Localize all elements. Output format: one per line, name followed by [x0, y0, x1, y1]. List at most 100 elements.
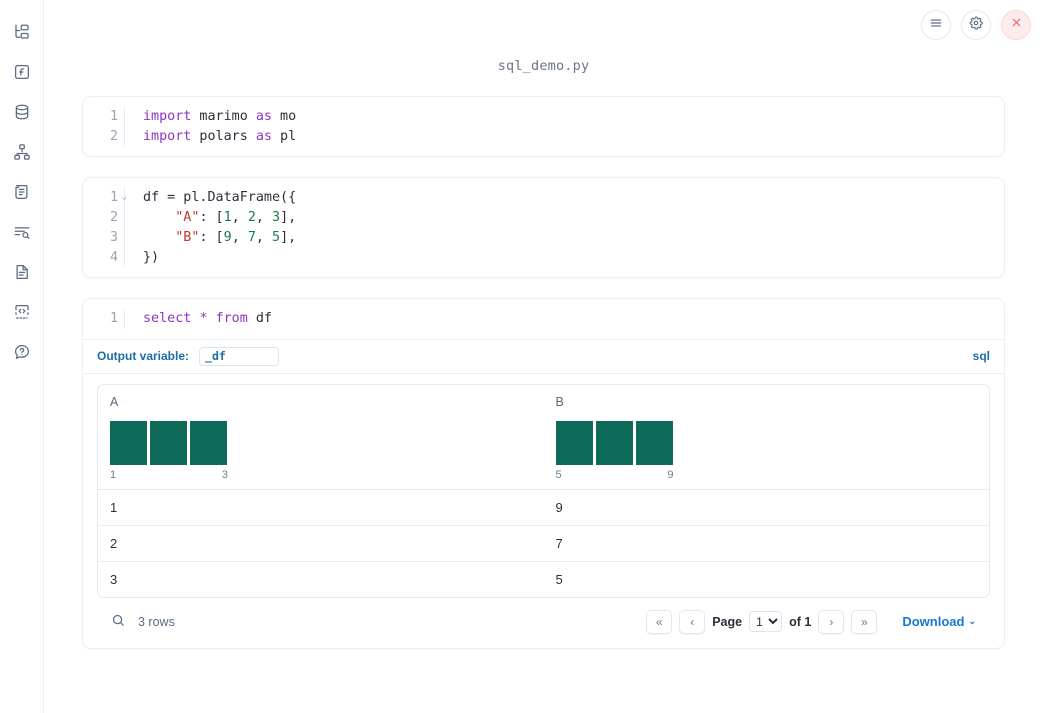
- histogram-bar: [555, 420, 593, 465]
- sidebar-item-outline[interactable]: [8, 218, 36, 246]
- code-token: mo: [272, 109, 297, 124]
- hamburger-icon: [929, 16, 943, 35]
- table-column-header[interactable]: B 5 9: [543, 385, 989, 490]
- next-page-button[interactable]: ›: [818, 609, 845, 634]
- cell-imports[interactable]: 1 2 import marimo as mo import polars as pl: [82, 96, 1005, 158]
- code-token: df = pl.DataFrame({: [143, 190, 297, 206]
- document-icon: [13, 263, 31, 281]
- code-token: import: [143, 109, 192, 124]
- code-line: "B": [9, 7, 5],: [143, 228, 1004, 248]
- sidebar-item-file-explorer[interactable]: [8, 18, 36, 46]
- code-token: ,: [231, 229, 248, 245]
- help-chat-icon: [13, 343, 31, 361]
- menu-button[interactable]: [921, 10, 951, 40]
- code-editor[interactable]: 1 2 import marimo as mo import polars as pl: [83, 97, 1004, 156]
- line-number: 1: [109, 311, 118, 327]
- code-editor[interactable]: 1 ⌄ 2 3 4 df = pl.DataFrame({ "A": [1, 2, 3],…: [83, 178, 1004, 277]
- page-select[interactable]: 1: [749, 611, 783, 633]
- line-number: 4: [109, 249, 118, 265]
- code-token: from: [215, 311, 248, 327]
- row-count-label: 3 rows: [138, 614, 175, 629]
- code-token: 7: [247, 229, 256, 245]
- axis-tick-label: 5: [555, 468, 562, 481]
- sidebar-item-help[interactable]: [8, 338, 36, 366]
- database-icon: [13, 103, 31, 121]
- sidebar-item-data-sources[interactable]: [8, 98, 36, 126]
- fold-chevron-icon[interactable]: ⌄: [121, 192, 127, 203]
- code-token: 1: [223, 210, 232, 226]
- pagination: « ‹ Page 1 of 1 › » Download ⌄: [646, 609, 976, 634]
- histogram-bar: [635, 420, 673, 465]
- table-cell: 2: [110, 535, 118, 551]
- column-histogram: [110, 420, 228, 465]
- page-label: Page: [712, 614, 743, 629]
- function-icon: [13, 63, 31, 81]
- cell-sql[interactable]: 1 select * from df Output variable: sql …: [82, 298, 1005, 649]
- line-number: 2: [109, 128, 118, 144]
- code-token: as: [255, 109, 272, 124]
- sidebar-item-dependency-graph[interactable]: [8, 138, 36, 166]
- table-cell: 1: [110, 499, 118, 515]
- code-body[interactable]: import marimo as mo import polars as pl: [124, 107, 1004, 147]
- close-button[interactable]: [1001, 10, 1031, 40]
- axis-tick-label: 1: [110, 468, 117, 481]
- sitemap-icon: [13, 143, 31, 161]
- table-cell: 9: [555, 499, 563, 515]
- sidebar-item-logs[interactable]: [8, 178, 36, 206]
- prev-page-button[interactable]: ‹: [679, 609, 706, 634]
- histogram-bar: [110, 420, 147, 465]
- column-name: A: [110, 394, 119, 409]
- code-token: ,: [255, 210, 272, 226]
- output-variable-label: Output variable:: [97, 349, 190, 364]
- code-body[interactable]: df = pl.DataFrame({ "A": [1, 2, 3], "B":…: [124, 188, 1004, 268]
- code-token: polars: [191, 128, 256, 144]
- cell-dataframe[interactable]: 1 ⌄ 2 3 4 df = pl.DataFrame({ "A": [1, 2, 3],…: [82, 177, 1005, 279]
- line-number: 1 ⌄: [83, 188, 127, 208]
- code-token: [143, 230, 175, 245]
- code-token: : [: [199, 210, 224, 226]
- code-line: import polars as pl: [143, 127, 1004, 147]
- first-page-button[interactable]: «: [646, 609, 673, 634]
- line-number-gutter: 1: [83, 309, 124, 329]
- code-token: 3: [272, 210, 281, 226]
- axis-tick-label: 9: [667, 468, 674, 481]
- download-button[interactable]: Download ⌄: [902, 614, 976, 629]
- settings-button[interactable]: [961, 10, 991, 40]
- sql-cell-meta: Output variable: sql: [83, 338, 1004, 373]
- language-badge: sql: [972, 349, 990, 364]
- chevron-down-icon: ⌄: [968, 616, 976, 627]
- sql-editor[interactable]: 1 select * from df: [83, 299, 1004, 339]
- code-snippet-icon: [13, 303, 31, 321]
- code-token: "A": [175, 210, 200, 226]
- sidebar-item-documentation[interactable]: [8, 258, 36, 286]
- notebook-sheet: 1 2 import marimo as mo import polars as pl…: [44, 96, 1043, 713]
- code-line: }): [143, 248, 1004, 268]
- download-label: Download: [902, 614, 965, 630]
- table-cell: 5: [555, 571, 563, 587]
- code-line: df = pl.DataFrame({: [143, 188, 1004, 208]
- output-variable-input[interactable]: [199, 346, 280, 366]
- code-token: marimo: [191, 109, 256, 124]
- search-icon[interactable]: [111, 613, 126, 631]
- column-name: B: [555, 394, 564, 409]
- sql-code-body[interactable]: select * from df: [124, 309, 1004, 329]
- sidebar-item-variables[interactable]: [8, 58, 36, 86]
- window-controls: [921, 10, 1031, 40]
- row-count-area: 3 rows: [111, 613, 175, 631]
- page-title: sql_demo.py: [497, 58, 590, 74]
- notebook-main: sql_demo.py 1 2 import marimo as mo import …: [44, 0, 1043, 713]
- code-token: import: [143, 128, 192, 144]
- code-line: import marimo as mo: [143, 107, 1004, 127]
- last-page-button[interactable]: »: [851, 609, 878, 634]
- code-line: "A": [1, 2, 3],: [143, 208, 1004, 228]
- file-tree-icon: [13, 23, 31, 41]
- sidebar-item-snippets[interactable]: [8, 298, 36, 326]
